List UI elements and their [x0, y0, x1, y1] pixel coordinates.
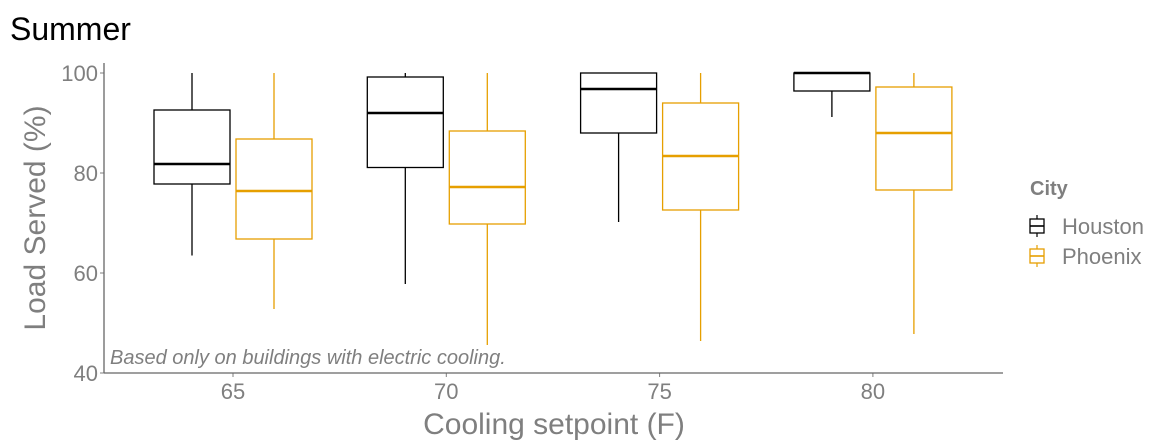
y-tick-label: 40 — [74, 361, 98, 386]
y-tick-label: 80 — [74, 161, 98, 186]
x-tick-label: 80 — [861, 379, 885, 404]
box-houston-75 — [579, 72, 658, 222]
x-tick-label: 70 — [434, 379, 458, 404]
legend-items: Houston Phoenix — [1029, 214, 1144, 269]
legend-label: Houston — [1062, 214, 1144, 239]
legend-title: City — [1030, 178, 1069, 200]
legend-item-phoenix: Phoenix — [1029, 244, 1142, 269]
box-houston-70 — [366, 73, 444, 284]
box-houston-80 — [793, 71, 871, 117]
box-iqr — [153, 109, 231, 185]
x-tick-label: 65 — [221, 379, 245, 404]
box-iqr — [579, 72, 658, 134]
box-phoenix-65 — [235, 73, 313, 309]
legend-item-houston: Houston — [1029, 214, 1144, 239]
box-iqr — [366, 76, 444, 169]
box-phoenix-70 — [448, 73, 526, 345]
box-phoenix-80 — [875, 73, 953, 334]
y-tick-label: 100 — [61, 61, 98, 86]
box-iqr — [448, 130, 526, 225]
box-series-group — [153, 71, 953, 345]
x-axis: 65 70 75 80 — [221, 373, 885, 404]
y-axis-label: Load Served (%) — [19, 105, 52, 330]
chart-annotation: Based only on buildings with electric co… — [110, 347, 506, 369]
box-houston-65 — [153, 73, 231, 256]
box-iqr — [875, 86, 953, 191]
y-axis: 40 60 80 100 — [61, 61, 104, 386]
y-tick-label: 60 — [74, 261, 98, 286]
x-axis-label: Cooling setpoint (F) — [423, 408, 685, 441]
legend: City Houston Phoenix — [1029, 178, 1144, 269]
box-iqr — [793, 72, 871, 92]
legend-label: Phoenix — [1062, 244, 1142, 269]
x-tick-label: 75 — [647, 379, 671, 404]
box-phoenix-75 — [661, 73, 740, 341]
chart-title: Summer — [10, 11, 131, 47]
box-iqr — [235, 138, 313, 240]
